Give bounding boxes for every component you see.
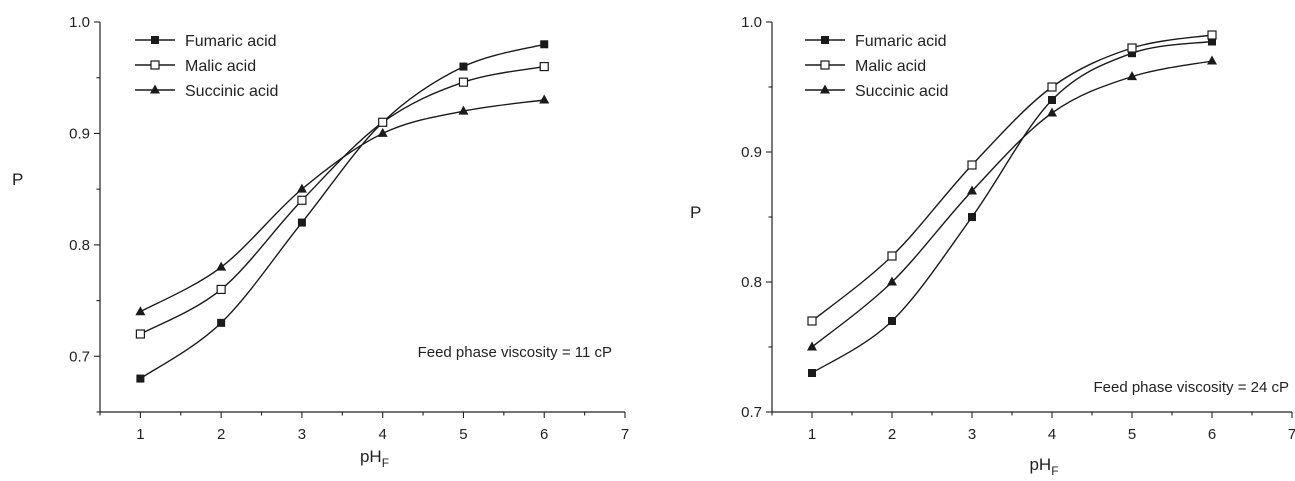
y-axis-title: P <box>690 203 701 222</box>
data-point <box>967 185 977 195</box>
series-malic-acid <box>807 30 1217 326</box>
data-point <box>968 213 976 221</box>
data-point <box>887 251 897 261</box>
data-point <box>135 306 146 316</box>
x-tick-label: 2 <box>217 426 225 443</box>
legend: Fumaric acid Malic acid Succinic acid <box>805 33 948 100</box>
y-tick-label: 0.9 <box>69 125 90 142</box>
data-point <box>458 77 469 87</box>
x-tick-label: 6 <box>540 426 548 443</box>
data-point <box>1207 55 1217 65</box>
series-line <box>140 65 545 335</box>
legend-marker <box>150 60 160 70</box>
data-point <box>808 369 816 377</box>
legend-label: Succinic acid <box>855 83 948 100</box>
x-axis-title-main: pH <box>360 447 382 466</box>
y-tick-label: 0.8 <box>741 274 762 291</box>
legend: Fumaric acid Malic acid Succinic acid <box>135 33 278 100</box>
data-point <box>1047 107 1057 117</box>
y-axis-title: P <box>12 170 23 189</box>
data-point <box>1127 43 1137 53</box>
data-point <box>539 61 549 72</box>
x-tick-label: 3 <box>298 426 306 443</box>
series-line <box>140 99 545 313</box>
legend-marker <box>820 84 830 94</box>
data-point <box>136 374 145 383</box>
legend-label: Succinic acid <box>185 83 278 100</box>
data-point <box>297 195 307 205</box>
data-point <box>217 318 226 327</box>
viscosity-annotation: Feed phase viscosity = 11 cP <box>418 344 612 361</box>
x-tick-label: 4 <box>1048 426 1056 443</box>
y-tick-label: 0.7 <box>741 404 762 421</box>
x-tick-label: 7 <box>621 426 629 443</box>
data-point <box>1208 37 1216 46</box>
data-point <box>296 183 307 193</box>
legend-label: Malic acid <box>185 58 256 75</box>
data-point <box>378 117 388 127</box>
x-axis-title-subscript: F <box>1051 464 1058 478</box>
data-point <box>1128 49 1136 58</box>
data-point <box>377 127 388 137</box>
data-point <box>540 40 549 49</box>
x-tick-label: 6 <box>1208 426 1216 443</box>
series-succinic-acid <box>807 55 1217 351</box>
legend-marker <box>821 36 829 44</box>
data-point <box>1048 96 1056 104</box>
x-axis-title-main: pH <box>1029 455 1051 474</box>
series-malic-acid <box>135 61 549 339</box>
legend-marker <box>820 60 830 70</box>
data-point <box>967 160 977 170</box>
viscosity-annotation: Feed phase viscosity = 24 cP <box>1093 379 1289 396</box>
legend-marker <box>150 84 160 94</box>
data-point <box>1047 82 1057 92</box>
data-point <box>459 62 468 71</box>
data-point <box>1207 30 1217 40</box>
x-tick-label: 2 <box>888 426 896 443</box>
x-tick-label: 1 <box>808 426 816 443</box>
legend-label: Malic acid <box>855 58 926 75</box>
x-tick-label: 5 <box>1128 426 1136 443</box>
x-axis-title: pHF <box>360 447 389 470</box>
data-point <box>807 341 817 351</box>
legend-label: Fumaric acid <box>855 33 947 50</box>
x-tick-label: 4 <box>379 426 387 443</box>
y-tick-label: 0.7 <box>69 348 90 365</box>
data-point <box>458 105 469 115</box>
x-tick-label: 3 <box>968 426 976 443</box>
legend-label: Fumaric acid <box>185 33 277 50</box>
data-point <box>807 316 817 326</box>
series-line <box>811 34 1213 322</box>
data-point <box>887 276 897 286</box>
data-point <box>539 94 550 104</box>
x-tick-label: 5 <box>459 426 467 443</box>
y-tick-label: 1.0 <box>69 14 90 31</box>
data-point <box>297 218 306 227</box>
x-axis-title: pHF <box>1029 455 1058 478</box>
x-tick-label: 1 <box>136 426 144 443</box>
data-point <box>216 261 227 271</box>
data-point <box>888 317 896 325</box>
data-point <box>1127 71 1137 81</box>
y-tick-label: 0.9 <box>741 144 762 161</box>
x-tick-label: 7 <box>1288 426 1295 443</box>
series-line <box>811 60 1213 348</box>
y-tick-label: 1.0 <box>741 14 762 31</box>
legend-marker <box>151 36 159 44</box>
series-succinic-acid <box>135 94 550 316</box>
data-point <box>216 284 226 295</box>
x-axis-title-subscript: F <box>382 456 389 470</box>
y-tick-label: 0.8 <box>69 237 90 254</box>
data-point <box>135 329 145 339</box>
